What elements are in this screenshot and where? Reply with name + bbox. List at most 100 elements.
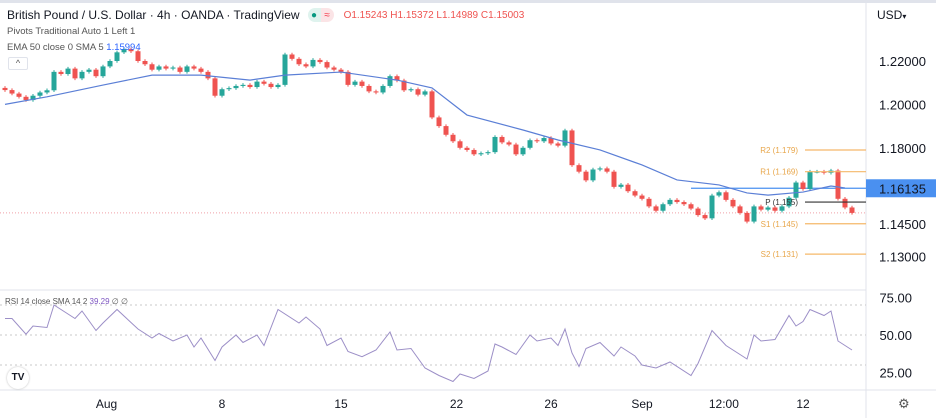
candle (590, 167, 596, 183)
candle (359, 79, 365, 88)
collapse-legend-button[interactable]: ^ (8, 57, 28, 70)
candle (408, 87, 414, 93)
candle-body (37, 92, 43, 96)
candle-body (807, 171, 813, 190)
candle (716, 190, 722, 198)
candle (142, 59, 148, 66)
candle-body (786, 197, 792, 207)
candle-body (751, 206, 757, 222)
candle (478, 151, 484, 157)
ohlc-values: O1.15243 H1.15372 L1.14989 C1.15003 (343, 9, 525, 21)
candle (471, 148, 477, 157)
gear-icon[interactable]: ⚙ (898, 396, 910, 411)
pivots-indicator-label[interactable]: Pivots Traditional Auto 1 Left 1 (7, 26, 136, 37)
price-tick-label: 1.22000 (879, 54, 926, 69)
candle-body (611, 171, 617, 187)
candle (331, 65, 337, 72)
candle-body (450, 134, 456, 142)
candle-body (779, 206, 785, 211)
candle-body (513, 144, 519, 155)
candle (625, 182, 631, 193)
candle-body (478, 153, 484, 155)
candle (135, 49, 141, 63)
candle (317, 58, 323, 64)
time-tick-label: 26 (544, 397, 558, 411)
candle-body (401, 80, 407, 91)
candle-body (2, 87, 8, 91)
candle (352, 79, 358, 87)
candle-body (156, 66, 162, 70)
candle (296, 57, 302, 66)
price-tick-label: 1.20000 (879, 97, 926, 112)
candle-body (296, 58, 302, 65)
candle-body (184, 66, 190, 72)
candle (268, 82, 274, 89)
rsi-indicator-label[interactable]: RSI 14 close SMA 14 2 39.29 ∅ ∅ (5, 297, 128, 306)
candle (562, 128, 568, 148)
price-highlight-label: 1.16135 (879, 181, 926, 196)
overlay-lines (0, 187, 866, 214)
time-tick-label: Sep (631, 397, 653, 411)
time-tick-label: 8 (219, 397, 226, 411)
candle-body (702, 215, 708, 219)
candle-body (457, 141, 463, 148)
candle (569, 128, 575, 167)
candle-body (30, 95, 36, 101)
candle-body (128, 49, 134, 52)
candle (170, 65, 176, 71)
candle (380, 84, 386, 95)
candle (744, 211, 750, 224)
candle-body (436, 117, 442, 127)
symbol-title[interactable]: British Pound / U.S. Dollar · 4h · OANDA… (7, 8, 300, 22)
candle (807, 169, 813, 191)
candle (485, 150, 491, 155)
candle (261, 79, 267, 86)
candle (772, 205, 778, 213)
candle-body (9, 90, 15, 94)
pivot-label: S1 (1.145) (761, 220, 799, 229)
candle-body (205, 71, 211, 79)
candle (58, 70, 64, 76)
candle-body (464, 147, 470, 150)
candle-body (667, 199, 673, 205)
tradingview-logo[interactable]: TV (7, 367, 29, 389)
candle-body (499, 136, 505, 143)
candle (275, 83, 281, 89)
candle (555, 141, 561, 148)
time-tick-label: 12 (796, 397, 810, 411)
candle (793, 180, 799, 200)
rsi-extra: ∅ ∅ (111, 297, 128, 306)
rsi-tick-label: 50.00 (879, 328, 912, 343)
candle (86, 67, 92, 74)
candle (506, 140, 512, 147)
status-badges[interactable]: ● ≈ (307, 8, 334, 22)
candle (212, 76, 218, 98)
pivot-label: S2 (1.131) (761, 250, 799, 259)
candle-body (422, 91, 428, 95)
market-open-dot-icon[interactable]: ● (307, 8, 321, 22)
candle-body (688, 204, 694, 209)
top-border (0, 0, 936, 3)
candle-body (324, 62, 330, 68)
candle-body (142, 61, 148, 65)
candle-body (723, 192, 729, 200)
candle (72, 66, 78, 81)
candle (184, 64, 190, 74)
candle (240, 83, 246, 88)
delay-approx-icon[interactable]: ≈ (320, 8, 334, 22)
candle-body (338, 69, 344, 72)
candle (779, 204, 785, 213)
candle (849, 205, 855, 215)
candles (2, 47, 855, 224)
candle-body (709, 195, 715, 219)
candle-body (597, 168, 603, 170)
ema-indicator-label[interactable]: EMA 50 close 0 SMA 5 1.15994 (7, 42, 141, 53)
candle (156, 64, 162, 72)
currency-selector[interactable]: USD▾ (877, 8, 906, 22)
candle-body (254, 81, 260, 88)
candle (660, 202, 666, 213)
ema-line (4, 71, 846, 196)
candle (93, 67, 99, 78)
candle-body (541, 138, 547, 142)
